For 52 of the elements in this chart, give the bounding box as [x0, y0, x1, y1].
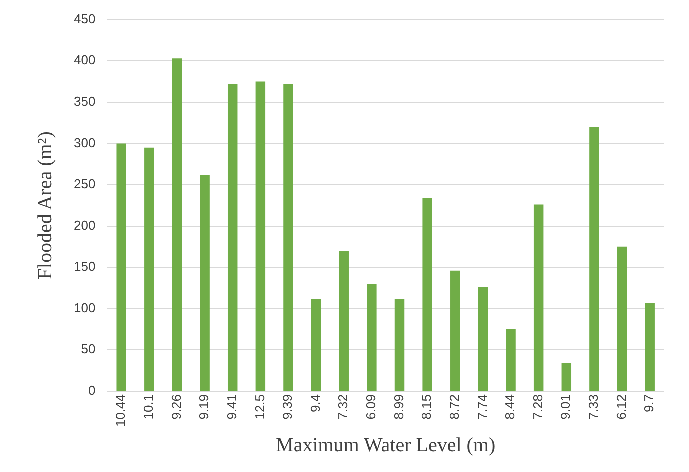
bar	[506, 330, 516, 391]
bar	[311, 298, 322, 391]
y-tick-label: 250	[74, 176, 96, 192]
x-tick-label: 10.44	[113, 394, 128, 428]
x-tick-label: 8.72	[446, 394, 462, 420]
bar	[172, 58, 182, 391]
x-tick-label: 8.44	[502, 394, 518, 420]
x-tick-label: 9.19	[196, 394, 212, 420]
bar	[562, 363, 572, 391]
bar	[590, 127, 600, 391]
bar	[645, 303, 655, 391]
bar	[228, 84, 238, 391]
x-tick-label: 7.28	[530, 394, 546, 420]
y-tick-label: 300	[74, 135, 96, 150]
y-tick-label: 100	[74, 300, 96, 316]
x-tick-label: 6.09	[364, 394, 379, 420]
x-tick-label: 9.41	[224, 394, 240, 420]
bar	[422, 198, 432, 391]
bar	[534, 204, 544, 391]
x-tick-label: 9.7	[642, 394, 657, 413]
x-tick-label: 7.74	[474, 394, 490, 420]
y-tick-label: 400	[74, 52, 96, 68]
x-tick-label: 9.39	[280, 394, 296, 420]
x-tick-label: 8.15	[419, 394, 434, 420]
y-tick-label: 0	[88, 383, 96, 398]
bar	[617, 246, 628, 391]
y-axis-title: Flooded Area (m²)	[34, 132, 56, 280]
y-tick-label: 350	[74, 94, 96, 109]
x-tick-label: 9.01	[558, 394, 574, 420]
bar	[284, 84, 294, 391]
y-tick-label: 450	[74, 11, 96, 26]
x-tick-label: 9.26	[168, 394, 184, 420]
bar	[478, 287, 488, 391]
bar	[116, 144, 126, 391]
y-tick-label: 150	[74, 259, 96, 274]
bar	[256, 82, 266, 391]
x-tick-label: 6.12	[614, 394, 629, 420]
y-tick-label: 50	[81, 342, 96, 357]
x-tick-label: 12.5	[252, 394, 268, 420]
bar	[367, 284, 377, 391]
x-tick-label: 7.32	[336, 394, 351, 420]
y-tick-label: 200	[74, 218, 96, 233]
x-tick-label: 10.1	[140, 394, 156, 420]
bar	[200, 175, 210, 391]
x-tick-label: 8.99	[391, 394, 406, 420]
x-tick-label: 9.4	[308, 394, 323, 413]
x-tick-label: 7.33	[586, 394, 602, 420]
bar	[144, 148, 154, 391]
bar	[339, 251, 349, 391]
x-axis-title: Maximum Water Level (m)	[276, 434, 496, 456]
bar	[450, 270, 460, 391]
bar	[394, 298, 405, 391]
